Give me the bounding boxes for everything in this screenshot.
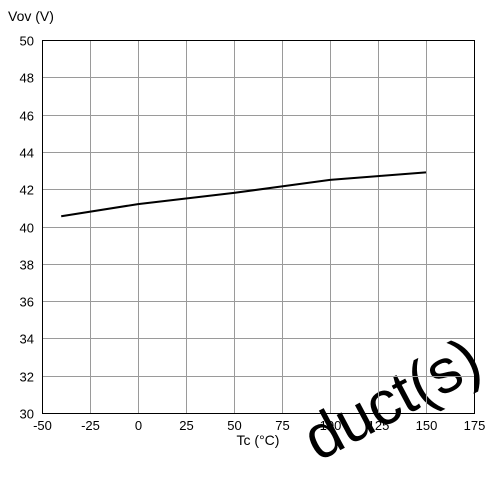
series-group xyxy=(61,171,427,218)
x-tick-label: 125 xyxy=(368,418,390,433)
x-tick-labels: -50 -25 0 25 50 75 100 125 150 175 xyxy=(33,418,485,433)
series-line xyxy=(61,171,427,218)
x-tick-label: 175 xyxy=(464,418,486,433)
y-tick-labels: 30 32 34 36 38 40 42 44 46 48 50 xyxy=(20,34,34,422)
y-axis-label: Vov (V) xyxy=(8,8,54,24)
y-tick-label: 36 xyxy=(20,295,34,310)
y-tick-label: 34 xyxy=(20,332,34,347)
x-tick-label: -50 xyxy=(33,418,52,433)
x-tick-label: 75 xyxy=(275,418,289,433)
x-axis-label: Tc (°C) xyxy=(237,432,280,448)
y-tick-label: 42 xyxy=(20,183,34,198)
x-tick-label: 100 xyxy=(320,418,342,433)
plot-frame xyxy=(42,40,475,414)
y-tick-label: 44 xyxy=(20,146,34,161)
watermark-text: duct(s) xyxy=(292,324,492,474)
y-tick-label: 32 xyxy=(20,370,34,385)
y-tick-label: 50 xyxy=(20,34,34,49)
x-tick-label: -25 xyxy=(81,418,100,433)
y-tick-label: 40 xyxy=(20,221,34,236)
y-tick-label: 46 xyxy=(20,109,34,124)
x-tick-label: 50 xyxy=(227,418,241,433)
y-tick-label: 30 xyxy=(20,407,34,422)
y-tick-label: 48 xyxy=(20,71,34,86)
y-tick-label: 38 xyxy=(20,258,34,273)
x-tick-label: 25 xyxy=(179,418,193,433)
x-tick-label: 0 xyxy=(135,418,142,433)
x-tick-label: 150 xyxy=(416,418,438,433)
